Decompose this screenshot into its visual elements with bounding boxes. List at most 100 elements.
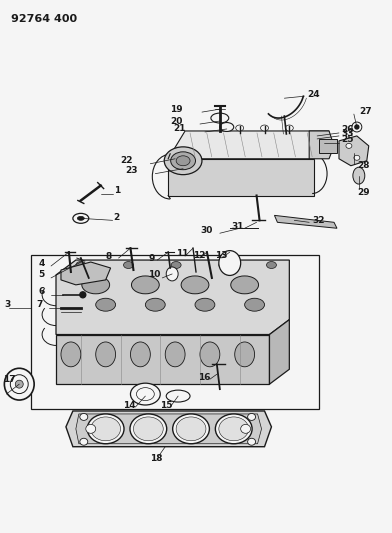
Polygon shape [61,262,111,285]
Text: 13: 13 [215,251,227,260]
Text: 11: 11 [176,248,189,257]
Ellipse shape [261,125,269,131]
Text: 21: 21 [173,125,186,133]
Text: 8: 8 [106,252,112,261]
Ellipse shape [171,262,181,269]
Text: 20: 20 [170,117,183,126]
Text: 9: 9 [148,254,155,263]
Ellipse shape [181,276,209,294]
Polygon shape [274,215,337,228]
Ellipse shape [267,262,276,269]
Ellipse shape [231,276,259,294]
Ellipse shape [248,438,256,445]
Polygon shape [76,414,261,444]
Ellipse shape [235,342,254,367]
Ellipse shape [4,368,34,400]
Polygon shape [339,136,369,166]
Ellipse shape [220,123,234,132]
Circle shape [80,292,86,298]
Ellipse shape [219,251,241,276]
Ellipse shape [165,342,185,367]
Ellipse shape [96,342,116,367]
Ellipse shape [86,424,96,433]
Polygon shape [309,131,334,159]
Ellipse shape [130,414,167,444]
Text: 4: 4 [38,259,45,268]
Ellipse shape [248,414,256,421]
Ellipse shape [133,417,163,441]
Ellipse shape [145,298,165,311]
Ellipse shape [131,383,160,405]
Ellipse shape [131,342,150,367]
Polygon shape [168,131,329,159]
Ellipse shape [77,216,84,220]
Text: 18: 18 [150,454,163,463]
Ellipse shape [15,380,23,388]
Ellipse shape [61,342,81,367]
Text: 92764 400: 92764 400 [11,14,78,24]
Ellipse shape [236,125,244,131]
Text: 7: 7 [36,300,42,309]
Text: 25: 25 [341,135,354,144]
Ellipse shape [354,155,360,160]
Ellipse shape [136,387,154,400]
Polygon shape [56,335,269,384]
Ellipse shape [215,414,252,444]
Ellipse shape [80,438,88,445]
Ellipse shape [166,390,190,402]
Circle shape [355,125,359,129]
Ellipse shape [353,167,365,184]
Text: 14: 14 [123,400,136,409]
Ellipse shape [219,262,229,269]
Text: 12: 12 [193,251,205,260]
Ellipse shape [219,417,249,441]
Ellipse shape [91,417,120,441]
Ellipse shape [200,342,220,367]
Text: 24: 24 [307,90,320,99]
Bar [319,139,337,153]
Ellipse shape [176,156,190,166]
Text: 33: 33 [341,130,354,139]
Ellipse shape [285,125,293,131]
Ellipse shape [176,417,206,441]
Ellipse shape [245,298,265,311]
Ellipse shape [166,267,178,281]
Text: 17: 17 [4,375,16,384]
Ellipse shape [352,122,362,132]
Ellipse shape [164,147,202,175]
Polygon shape [66,411,272,447]
Text: 19: 19 [170,104,183,114]
Text: 1: 1 [114,186,120,195]
Text: 16: 16 [198,373,211,382]
Text: 27: 27 [359,107,372,116]
Text: 30: 30 [200,226,212,235]
Ellipse shape [80,414,88,421]
Text: 2: 2 [114,213,120,222]
Text: 32: 32 [312,216,325,225]
Text: 31: 31 [232,222,244,231]
Text: 3: 3 [4,300,11,309]
Ellipse shape [82,276,110,294]
Ellipse shape [131,276,159,294]
Ellipse shape [195,298,215,311]
Ellipse shape [172,414,209,444]
Text: 28: 28 [357,161,369,170]
Text: 5: 5 [38,270,44,279]
Ellipse shape [171,152,196,169]
Polygon shape [168,159,314,196]
Text: 23: 23 [125,166,138,175]
Text: 10: 10 [148,270,161,279]
Ellipse shape [87,414,124,444]
Ellipse shape [123,262,133,269]
Ellipse shape [10,375,28,393]
Text: 29: 29 [357,188,370,197]
Bar [31,255,319,409]
Text: 26: 26 [341,125,354,134]
Polygon shape [269,320,289,384]
Text: 6: 6 [38,287,44,296]
Polygon shape [56,260,289,335]
Text: 15: 15 [160,400,173,409]
Ellipse shape [76,262,86,269]
Ellipse shape [96,298,116,311]
Ellipse shape [346,143,352,148]
